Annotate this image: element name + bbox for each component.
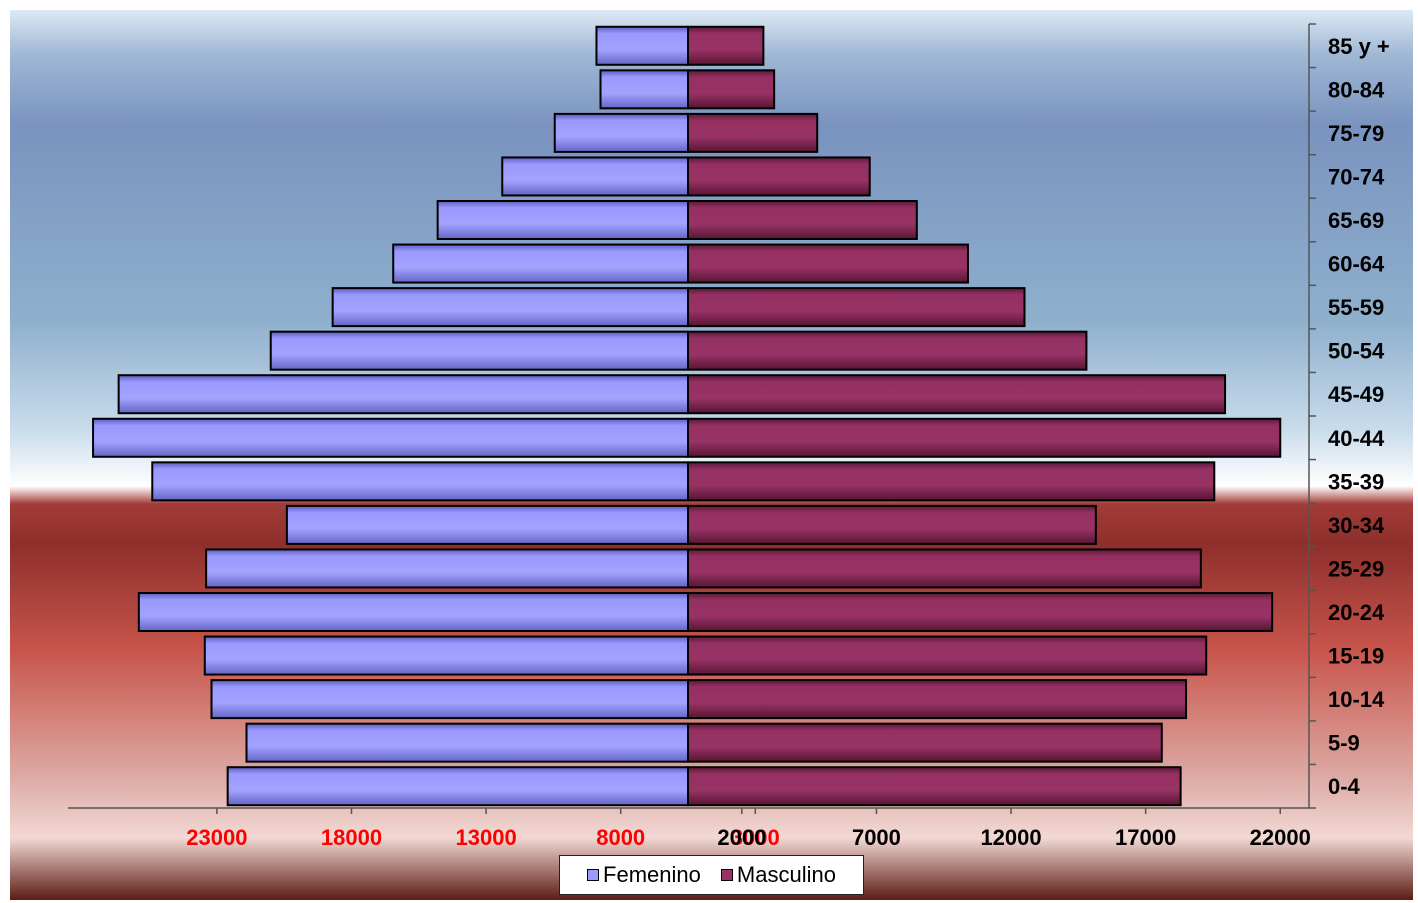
bar-masculino-20-24 [687, 592, 1274, 632]
bar-masculino-15-19 [687, 635, 1208, 676]
legend-item-masculino: Masculino [720, 862, 836, 888]
x-tick-label-left-4: 3000 [731, 825, 780, 850]
bar-femenino-10-14 [210, 679, 690, 720]
x-tick-label-left-0: 23000 [186, 825, 247, 850]
bar-femenino-80-84 [599, 69, 690, 110]
x-tick-label-right-4: 22000 [1250, 825, 1311, 850]
age-label-85-y: 85 y + [1328, 34, 1390, 59]
bar-masculino-40-44 [687, 417, 1282, 458]
bars-group [92, 25, 1282, 807]
bar-femenino-30-34 [285, 504, 689, 545]
bar-masculino-35-39 [687, 461, 1216, 502]
x-tick-label-left-3: 8000 [596, 825, 645, 850]
age-label-0-4: 0-4 [1328, 774, 1361, 799]
x-tick-label-right-3: 17000 [1115, 825, 1176, 850]
bar-femenino-0-4 [226, 766, 689, 807]
bar-femenino-85-y [595, 25, 689, 66]
age-label-20-24: 20-24 [1328, 600, 1385, 625]
bar-femenino-55-59 [331, 287, 689, 328]
bar-masculino-60-64 [687, 243, 969, 284]
labels-group: 0-4 5-9 10-14 15-19 20-24 25-29 30-34 35-39 40-4… [1328, 34, 1390, 799]
bar-femenino-35-39 [151, 461, 690, 502]
legend: Femenino Masculino [559, 855, 864, 895]
x-tick-label-right-1: 7000 [852, 825, 901, 850]
legend-swatch-femenino [587, 869, 600, 881]
bar-femenino-20-24 [137, 592, 690, 632]
bar-masculino-80-84 [687, 69, 776, 110]
bar-femenino-25-29 [205, 548, 690, 589]
age-label-60-64: 60-64 [1328, 252, 1385, 277]
age-label-80-84: 80-84 [1328, 77, 1385, 102]
x-tick-label-left-1: 18000 [321, 825, 382, 850]
bar-masculino-30-34 [687, 504, 1097, 545]
legend-label-femenino: Femenino [603, 862, 701, 887]
bar-masculino-45-49 [687, 374, 1227, 415]
bar-femenino-5-9 [245, 722, 689, 763]
x-tick-label-left-2: 13000 [456, 825, 517, 850]
bar-masculino-85-y [687, 25, 765, 66]
age-label-15-19: 15-19 [1328, 644, 1384, 669]
bar-masculino-25-29 [687, 548, 1202, 589]
age-label-45-49: 45-49 [1328, 382, 1384, 407]
bar-masculino-55-59 [687, 287, 1026, 328]
age-label-5-9: 5-9 [1328, 731, 1360, 756]
age-label-75-79: 75-79 [1328, 121, 1384, 146]
bar-masculino-75-79 [687, 112, 819, 153]
bar-femenino-15-19 [203, 635, 689, 676]
bar-masculino-5-9 [687, 722, 1163, 763]
bar-femenino-40-44 [92, 417, 690, 458]
x-tick-label-right-2: 12000 [980, 825, 1041, 850]
bar-femenino-65-69 [436, 200, 690, 240]
legend-label-masculino: Masculino [736, 862, 836, 887]
bar-masculino-70-74 [687, 156, 871, 197]
bar-masculino-65-69 [687, 200, 918, 240]
bar-masculino-10-14 [687, 679, 1188, 720]
bar-femenino-60-64 [392, 243, 689, 284]
age-label-35-39: 35-39 [1328, 469, 1384, 494]
age-label-30-34: 30-34 [1328, 513, 1385, 538]
x-tick-label-right-0: 2000 [717, 825, 766, 850]
bar-femenino-75-79 [553, 112, 689, 153]
age-label-65-69: 65-69 [1328, 208, 1384, 233]
age-label-25-29: 25-29 [1328, 556, 1384, 581]
legend-swatch-masculino [720, 869, 733, 881]
age-label-40-44: 40-44 [1328, 426, 1385, 451]
age-label-55-59: 55-59 [1328, 295, 1384, 320]
bar-masculino-0-4 [687, 766, 1182, 807]
age-label-70-74: 70-74 [1328, 164, 1385, 189]
bar-femenino-70-74 [501, 156, 690, 197]
bar-masculino-50-54 [687, 330, 1088, 371]
bar-femenino-50-54 [269, 330, 689, 371]
age-label-10-14: 10-14 [1328, 687, 1385, 712]
age-label-50-54: 50-54 [1328, 339, 1385, 364]
legend-item-femenino: Femenino [587, 862, 701, 888]
bar-femenino-45-49 [117, 374, 689, 415]
